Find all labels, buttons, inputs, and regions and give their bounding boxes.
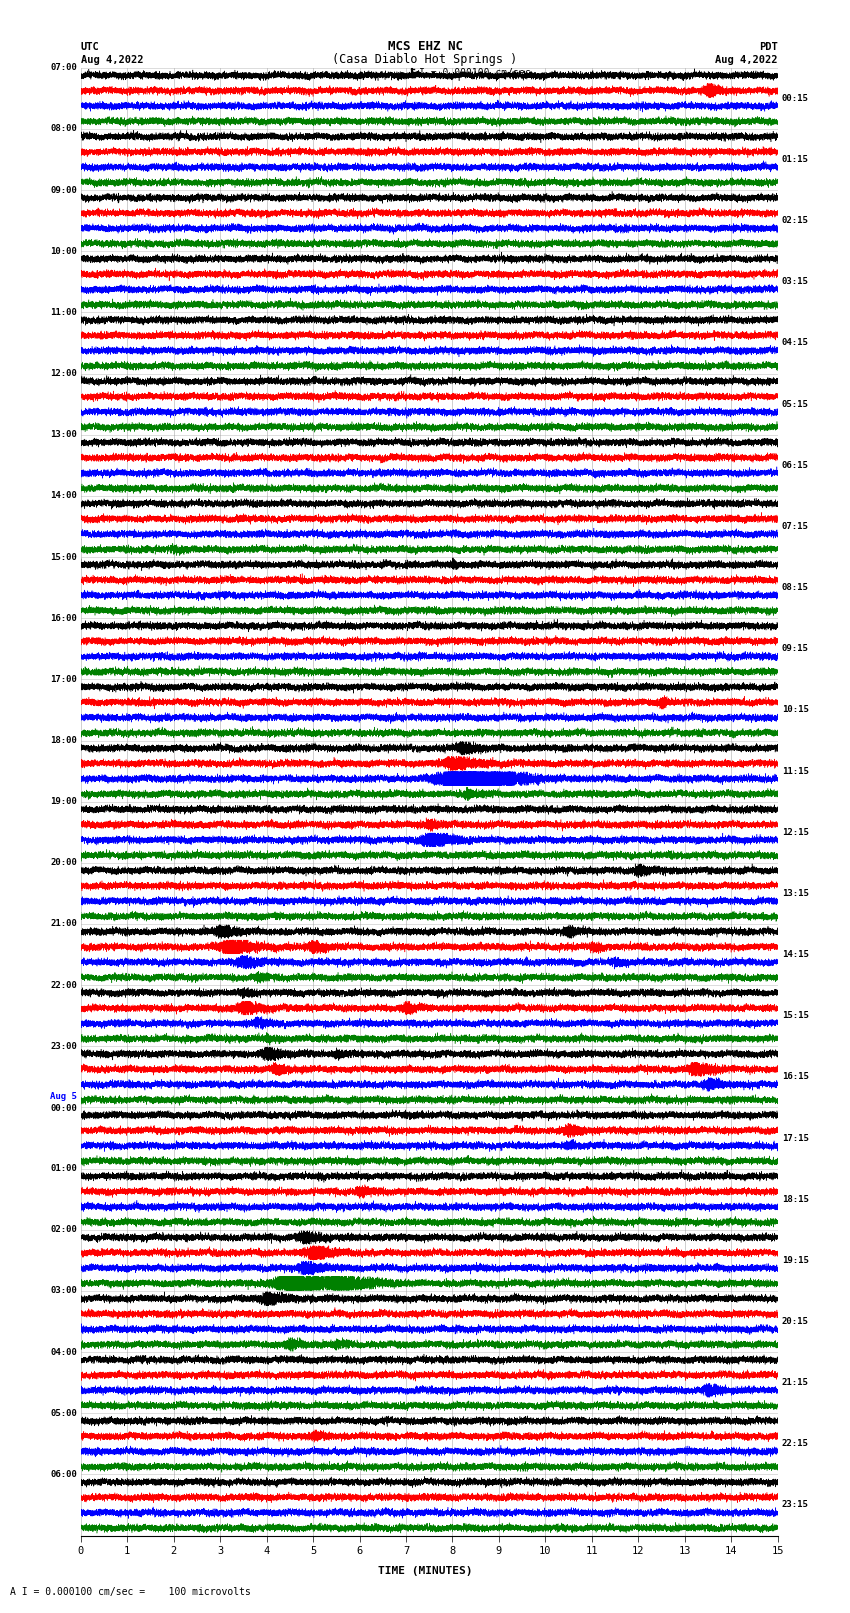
Text: 23:00: 23:00 xyxy=(50,1042,77,1050)
Text: 09:15: 09:15 xyxy=(782,644,809,653)
Text: 06:15: 06:15 xyxy=(782,461,809,469)
Text: 04:15: 04:15 xyxy=(782,339,809,347)
Text: 16:15: 16:15 xyxy=(782,1073,809,1081)
Text: 18:15: 18:15 xyxy=(782,1195,809,1203)
Text: 03:15: 03:15 xyxy=(782,277,809,286)
Text: 15:15: 15:15 xyxy=(782,1011,809,1019)
Text: 03:00: 03:00 xyxy=(50,1287,77,1295)
Text: 12:00: 12:00 xyxy=(50,369,77,377)
Text: 22:00: 22:00 xyxy=(50,981,77,990)
Text: 20:15: 20:15 xyxy=(782,1318,809,1326)
Text: 23:15: 23:15 xyxy=(782,1500,809,1510)
Text: 22:15: 22:15 xyxy=(782,1439,809,1448)
Text: 19:00: 19:00 xyxy=(50,797,77,806)
Text: 21:15: 21:15 xyxy=(782,1378,809,1387)
Text: 02:00: 02:00 xyxy=(50,1226,77,1234)
Text: 05:15: 05:15 xyxy=(782,400,809,408)
Text: 00:00: 00:00 xyxy=(50,1103,77,1113)
Text: 07:15: 07:15 xyxy=(782,523,809,531)
Text: 08:00: 08:00 xyxy=(50,124,77,134)
Text: 13:15: 13:15 xyxy=(782,889,809,898)
Text: 10:00: 10:00 xyxy=(50,247,77,256)
Text: 19:15: 19:15 xyxy=(782,1257,809,1265)
Text: 14:15: 14:15 xyxy=(782,950,809,960)
Text: 06:00: 06:00 xyxy=(50,1469,77,1479)
Text: Aug 5: Aug 5 xyxy=(50,1092,77,1102)
Text: 02:15: 02:15 xyxy=(782,216,809,226)
Text: 05:00: 05:00 xyxy=(50,1408,77,1418)
Text: 14:00: 14:00 xyxy=(50,492,77,500)
Text: Aug 4,2022: Aug 4,2022 xyxy=(715,55,778,65)
Text: 11:00: 11:00 xyxy=(50,308,77,316)
Text: 17:15: 17:15 xyxy=(782,1134,809,1142)
Text: 18:00: 18:00 xyxy=(50,736,77,745)
Text: TIME (MINUTES): TIME (MINUTES) xyxy=(377,1566,473,1576)
Text: 01:00: 01:00 xyxy=(50,1165,77,1173)
Text: 04:00: 04:00 xyxy=(50,1347,77,1357)
Text: A I = 0.000100 cm/sec =    100 microvolts: A I = 0.000100 cm/sec = 100 microvolts xyxy=(10,1587,251,1597)
Text: MCS EHZ NC: MCS EHZ NC xyxy=(388,40,462,53)
Text: PDT: PDT xyxy=(759,42,778,52)
Text: 16:00: 16:00 xyxy=(50,613,77,623)
Text: 20:00: 20:00 xyxy=(50,858,77,868)
Text: 11:15: 11:15 xyxy=(782,766,809,776)
Text: UTC: UTC xyxy=(81,42,99,52)
Text: (Casa Diablo Hot Springs ): (Casa Diablo Hot Springs ) xyxy=(332,53,518,66)
Text: 13:00: 13:00 xyxy=(50,431,77,439)
Text: 15:00: 15:00 xyxy=(50,553,77,561)
Text: 07:00: 07:00 xyxy=(50,63,77,73)
Text: 09:00: 09:00 xyxy=(50,185,77,195)
Text: Aug 4,2022: Aug 4,2022 xyxy=(81,55,144,65)
Text: 10:15: 10:15 xyxy=(782,705,809,715)
Text: 08:15: 08:15 xyxy=(782,584,809,592)
Text: 17:00: 17:00 xyxy=(50,674,77,684)
Text: I = 0.000100 cm/sec: I = 0.000100 cm/sec xyxy=(419,68,530,79)
Text: 00:15: 00:15 xyxy=(782,94,809,103)
Text: 21:00: 21:00 xyxy=(50,919,77,929)
Text: 01:15: 01:15 xyxy=(782,155,809,165)
Text: 12:15: 12:15 xyxy=(782,827,809,837)
